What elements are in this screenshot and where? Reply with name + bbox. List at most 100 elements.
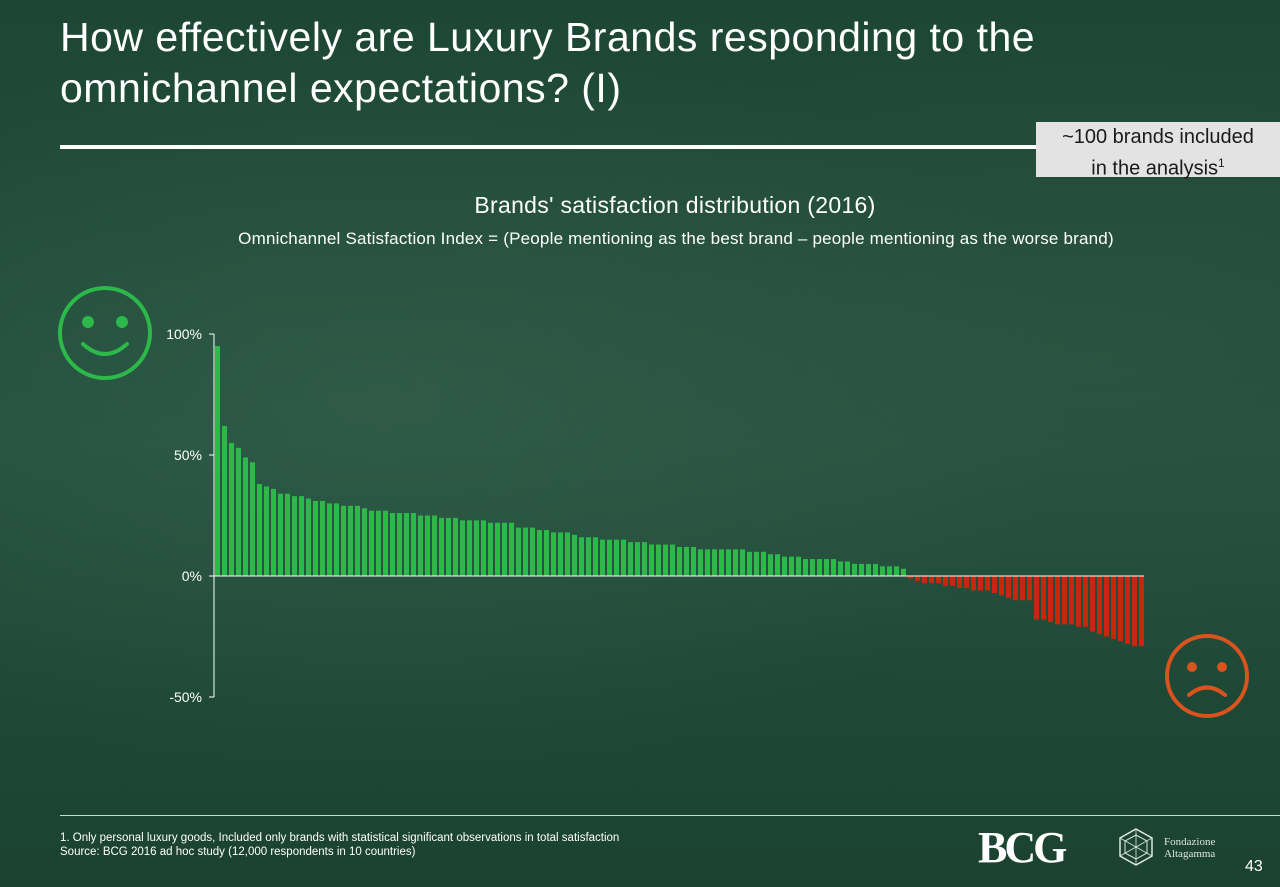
- data-bar: [236, 447, 241, 576]
- data-bar: [656, 544, 661, 576]
- data-bar: [838, 561, 843, 576]
- data-bar: [1055, 576, 1060, 625]
- data-bar: [817, 559, 822, 576]
- data-bar: [796, 556, 801, 576]
- data-bar: [740, 549, 745, 576]
- data-bar: [467, 520, 472, 576]
- data-bar: [355, 505, 360, 576]
- y-tick-label: 50%: [174, 447, 202, 463]
- data-bar: [215, 346, 220, 576]
- data-bar: [530, 527, 535, 576]
- data-bar: [1034, 576, 1039, 620]
- data-bar: [397, 513, 402, 576]
- data-bar: [292, 496, 297, 576]
- brands-count-note: ~100 brands included in the analysis1: [1036, 122, 1280, 180]
- y-tick-label: 0%: [182, 568, 202, 584]
- data-bar: [593, 537, 598, 576]
- data-bar: [978, 576, 983, 591]
- data-bar: [341, 505, 346, 576]
- slide-title: How effectively are Luxury Brands respon…: [60, 14, 1036, 111]
- data-bar: [1041, 576, 1046, 620]
- data-bar: [488, 522, 493, 576]
- data-bar: [264, 486, 269, 576]
- data-bar: [824, 559, 829, 576]
- data-bar: [523, 527, 528, 576]
- data-bar: [866, 563, 871, 576]
- data-bar: [670, 544, 675, 576]
- data-bar: [271, 488, 276, 576]
- happy-face-icon: [58, 286, 152, 380]
- data-bar: [327, 503, 332, 576]
- data-bar: [299, 496, 304, 576]
- bcg-logo: BCG: [978, 823, 1067, 872]
- data-bar: [453, 517, 458, 576]
- data-bar: [705, 549, 710, 576]
- data-bar: [859, 563, 864, 576]
- data-bar: [831, 559, 836, 576]
- data-bar: [348, 505, 353, 576]
- altagamma-logo-text: Fondazione Altagamma: [1164, 836, 1216, 860]
- data-bar: [971, 576, 976, 591]
- data-bar: [1118, 576, 1123, 642]
- data-bar: [1090, 576, 1095, 632]
- data-bar: [635, 542, 640, 576]
- data-bar: [229, 442, 234, 576]
- data-bar: [936, 576, 941, 584]
- data-bar: [649, 544, 654, 576]
- data-bar: [551, 532, 556, 576]
- data-bar: [565, 532, 570, 576]
- data-bar: [1076, 576, 1081, 627]
- data-bar: [964, 576, 969, 589]
- data-bar: [257, 484, 262, 576]
- data-bar: [943, 576, 948, 586]
- data-bar: [404, 513, 409, 576]
- data-bar: [1062, 576, 1067, 625]
- data-bar: [698, 549, 703, 576]
- title-divider: [60, 145, 1040, 149]
- data-bar: [1132, 576, 1137, 647]
- data-bar: [901, 568, 906, 576]
- data-bar: [1083, 576, 1088, 627]
- data-bar: [810, 559, 815, 576]
- data-bar: [1048, 576, 1053, 622]
- data-bar: [1013, 576, 1018, 601]
- data-bar: [446, 517, 451, 576]
- data-bar: [579, 537, 584, 576]
- data-bar: [726, 549, 731, 576]
- data-bar: [586, 537, 591, 576]
- data-bar: [999, 576, 1004, 596]
- data-bar: [614, 539, 619, 576]
- footer-divider: [60, 815, 1280, 816]
- note-line-1: ~100 brands included: [1062, 126, 1254, 148]
- data-bar: [733, 549, 738, 576]
- data-bar: [572, 534, 577, 576]
- data-bar: [243, 457, 248, 576]
- data-bar: [775, 554, 780, 576]
- data-bar: [558, 532, 563, 576]
- data-bar: [852, 563, 857, 576]
- data-bar: [432, 515, 437, 576]
- source-text: Source: BCG 2016 ad hoc study (12,000 re…: [60, 846, 416, 858]
- note-line-2: in the analysis1: [1091, 156, 1225, 180]
- footnote-text: 1. Only personal luxury goods, Included …: [60, 832, 620, 844]
- data-bar: [754, 551, 759, 576]
- data-bar: [1139, 576, 1144, 647]
- data-bar: [516, 527, 521, 576]
- data-bar: [1097, 576, 1102, 635]
- y-tick-label: -50%: [169, 689, 202, 705]
- data-bar: [782, 556, 787, 576]
- data-bar: [803, 559, 808, 576]
- data-bar: [922, 576, 927, 584]
- data-bar: [1069, 576, 1074, 625]
- y-tick-label: 100%: [166, 326, 202, 342]
- page-number: 43: [1245, 858, 1263, 875]
- chart-subtitle: Omnichannel Satisfaction Index = (People…: [238, 229, 1114, 248]
- data-bar: [929, 576, 934, 584]
- footnote-marker: 1: [1218, 156, 1225, 170]
- data-bar: [628, 542, 633, 576]
- data-bar: [621, 539, 626, 576]
- data-bar: [383, 510, 388, 576]
- data-bar: [950, 576, 955, 586]
- data-bar: [642, 542, 647, 576]
- data-bar: [761, 551, 766, 576]
